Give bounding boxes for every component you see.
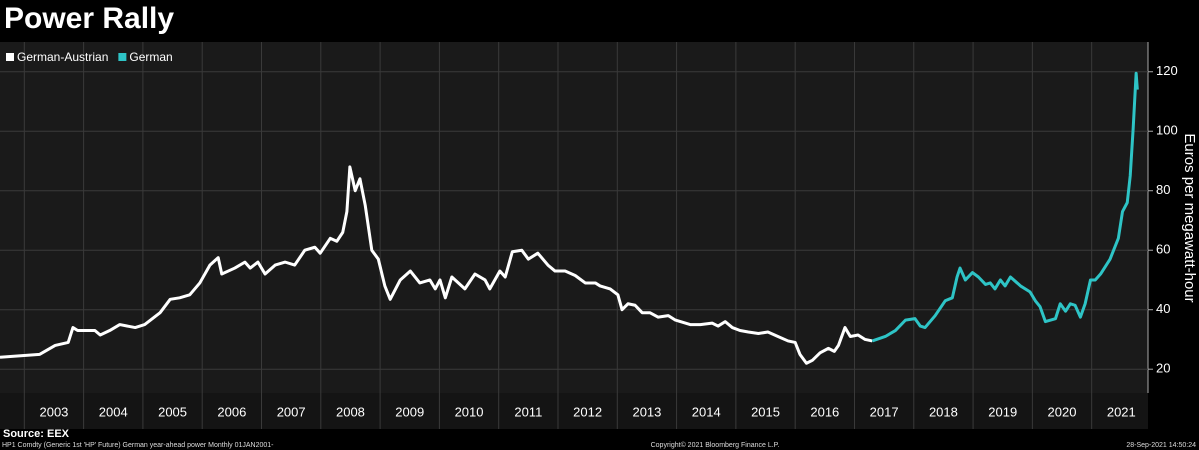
x-tick-label: 2016 — [810, 404, 839, 419]
legend-swatch — [118, 53, 127, 61]
source: Source: EEX — [3, 428, 70, 440]
series-line — [871, 71, 1139, 343]
y-tick-label: 60 — [1156, 242, 1170, 257]
y-axis-label: Euros per megawatt-hour — [1181, 133, 1198, 302]
y-tick-label: 80 — [1156, 182, 1170, 197]
plot-area — [0, 42, 1148, 393]
x-tick-label: 2010 — [455, 404, 484, 419]
footer-center: Copyright© 2021 Bloomberg Finance L.P. — [651, 441, 780, 449]
legend-label: German-Austrian — [17, 50, 108, 64]
y-tick-label: 40 — [1156, 301, 1170, 316]
footer-right: 28-Sep-2021 14:50:24 — [1126, 442, 1196, 449]
legend: German-Austrian German — [6, 50, 173, 64]
x-axis-band — [0, 393, 1148, 429]
x-tick-label: 2012 — [573, 404, 602, 419]
x-tick-label: 2005 — [158, 404, 187, 419]
x-tick-label: 2004 — [99, 404, 128, 419]
x-tick-label: 2007 — [277, 404, 306, 419]
footer-left: HP1 Comdty (Generic 1st 'HP' Future) Ger… — [2, 442, 274, 449]
x-tick-label: 2021 — [1107, 404, 1136, 419]
y-tick-label: 120 — [1156, 63, 1178, 78]
y-tick-label: 100 — [1156, 123, 1178, 138]
legend-label: German — [129, 50, 172, 64]
x-tick-label: 2008 — [336, 404, 365, 419]
lines — [0, 71, 1139, 365]
x-tick-label: 2014 — [692, 404, 721, 419]
x-tick-label: 2018 — [929, 404, 958, 419]
x-tick-label: 2015 — [751, 404, 780, 419]
x-tick-label: 2011 — [514, 404, 542, 419]
grid: 20 40 60 80 100 120 2003 2004 2005 2006 2007 2008 20… — [0, 42, 1178, 429]
y-tick-label: 20 — [1156, 361, 1170, 376]
x-tick-label: 2009 — [395, 404, 424, 419]
legend-swatch — [6, 53, 14, 61]
x-tick-label: 2017 — [870, 404, 899, 419]
x-tick-label: 2020 — [1048, 404, 1077, 419]
x-tick-label: 2019 — [988, 404, 1017, 419]
x-tick-label: 2003 — [39, 404, 68, 419]
series-line — [0, 165, 873, 365]
x-tick-label: 2013 — [632, 404, 661, 419]
x-tick-label: 2006 — [217, 404, 246, 419]
chart-title: Power Rally — [4, 2, 174, 35]
